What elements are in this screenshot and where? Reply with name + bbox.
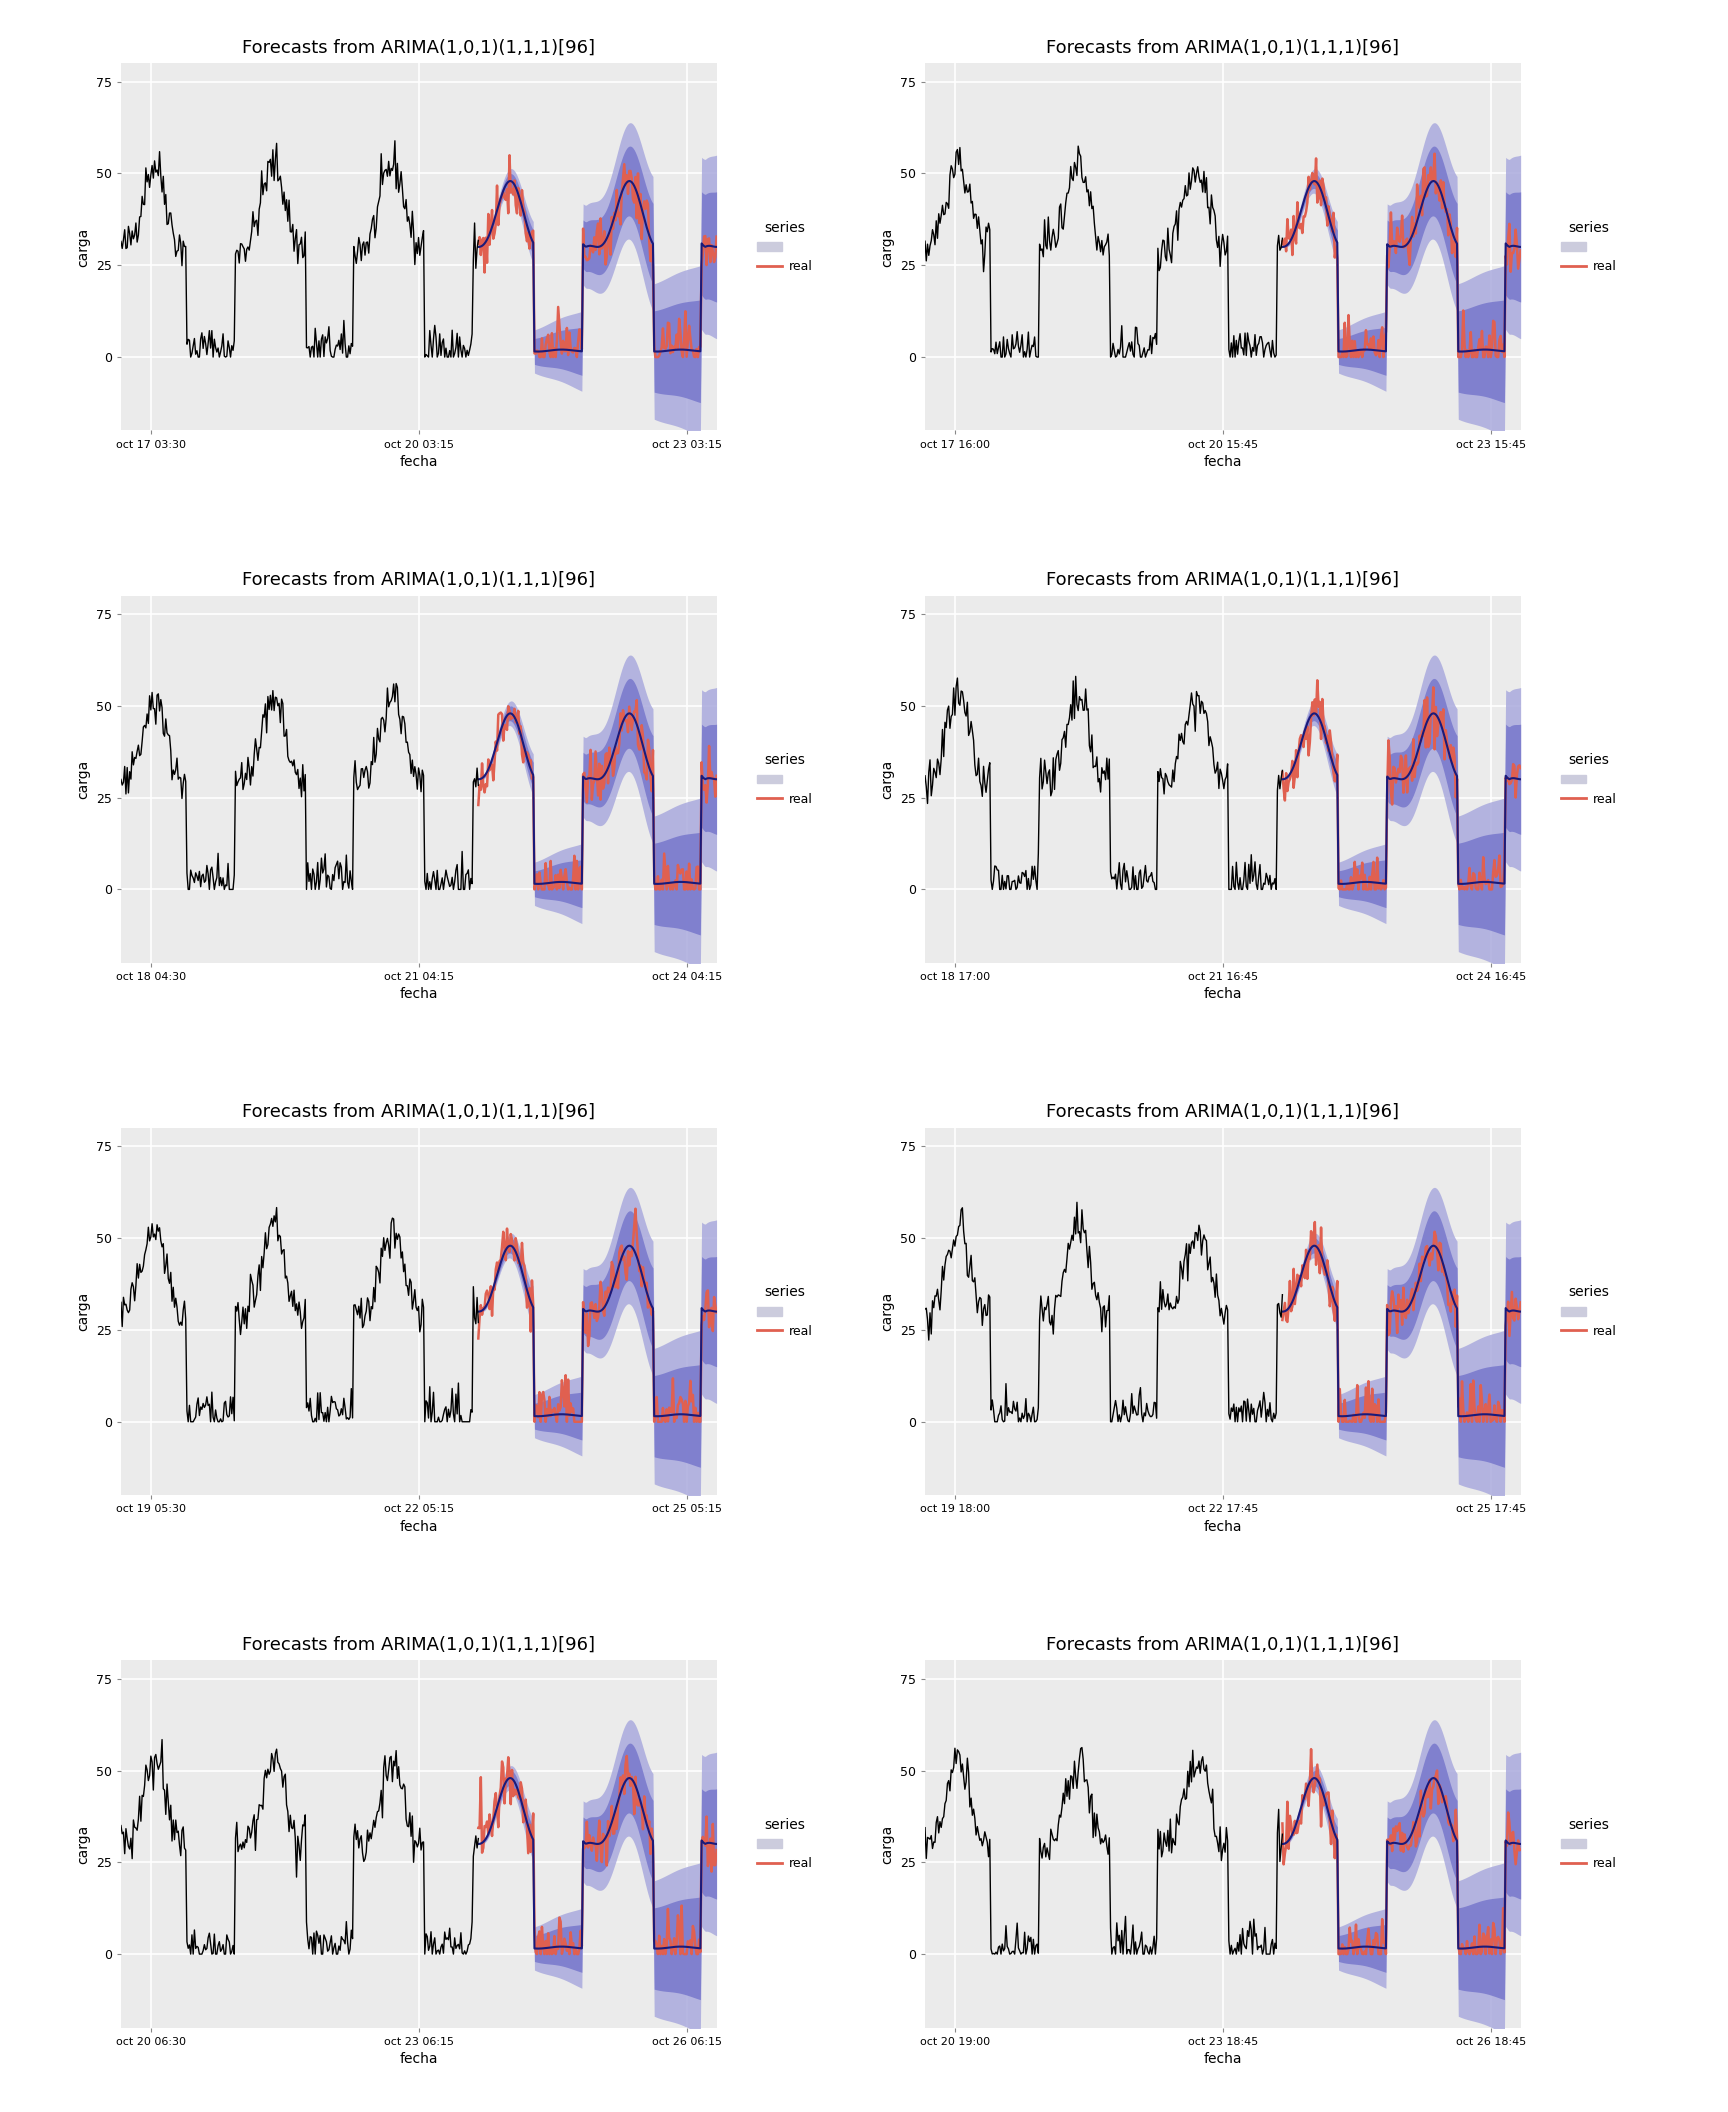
X-axis label: fecha: fecha [399,1521,437,1533]
Title: Forecasts from ARIMA(1,0,1)(1,1,1)[96]: Forecasts from ARIMA(1,0,1)(1,1,1)[96] [242,1635,594,1654]
Y-axis label: carga: carga [76,760,90,798]
X-axis label: fecha: fecha [1204,1521,1242,1533]
Legend: , real: , real [1557,748,1621,811]
X-axis label: fecha: fecha [399,454,437,469]
Title: Forecasts from ARIMA(1,0,1)(1,1,1)[96]: Forecasts from ARIMA(1,0,1)(1,1,1)[96] [242,1102,594,1121]
Title: Forecasts from ARIMA(1,0,1)(1,1,1)[96]: Forecasts from ARIMA(1,0,1)(1,1,1)[96] [1047,38,1400,57]
Title: Forecasts from ARIMA(1,0,1)(1,1,1)[96]: Forecasts from ARIMA(1,0,1)(1,1,1)[96] [242,38,594,57]
Legend: , real: , real [752,748,817,811]
Legend: , real: , real [1557,215,1621,279]
Y-axis label: carga: carga [76,1825,90,1863]
X-axis label: fecha: fecha [399,988,437,1001]
Title: Forecasts from ARIMA(1,0,1)(1,1,1)[96]: Forecasts from ARIMA(1,0,1)(1,1,1)[96] [1047,1635,1400,1654]
Y-axis label: carga: carga [76,1293,90,1331]
Y-axis label: carga: carga [881,760,895,798]
Title: Forecasts from ARIMA(1,0,1)(1,1,1)[96]: Forecasts from ARIMA(1,0,1)(1,1,1)[96] [242,570,594,589]
Y-axis label: carga: carga [881,228,895,266]
Title: Forecasts from ARIMA(1,0,1)(1,1,1)[96]: Forecasts from ARIMA(1,0,1)(1,1,1)[96] [1047,570,1400,589]
Y-axis label: carga: carga [76,228,90,266]
Y-axis label: carga: carga [881,1825,895,1863]
Legend: , real: , real [752,215,817,279]
Legend: , real: , real [1557,1280,1621,1343]
Legend: , real: , real [1557,1812,1621,1875]
Y-axis label: carga: carga [881,1293,895,1331]
X-axis label: fecha: fecha [399,2053,437,2066]
X-axis label: fecha: fecha [1204,988,1242,1001]
X-axis label: fecha: fecha [1204,2053,1242,2066]
Legend: , real: , real [752,1280,817,1343]
X-axis label: fecha: fecha [1204,454,1242,469]
Title: Forecasts from ARIMA(1,0,1)(1,1,1)[96]: Forecasts from ARIMA(1,0,1)(1,1,1)[96] [1047,1102,1400,1121]
Legend: , real: , real [752,1812,817,1875]
